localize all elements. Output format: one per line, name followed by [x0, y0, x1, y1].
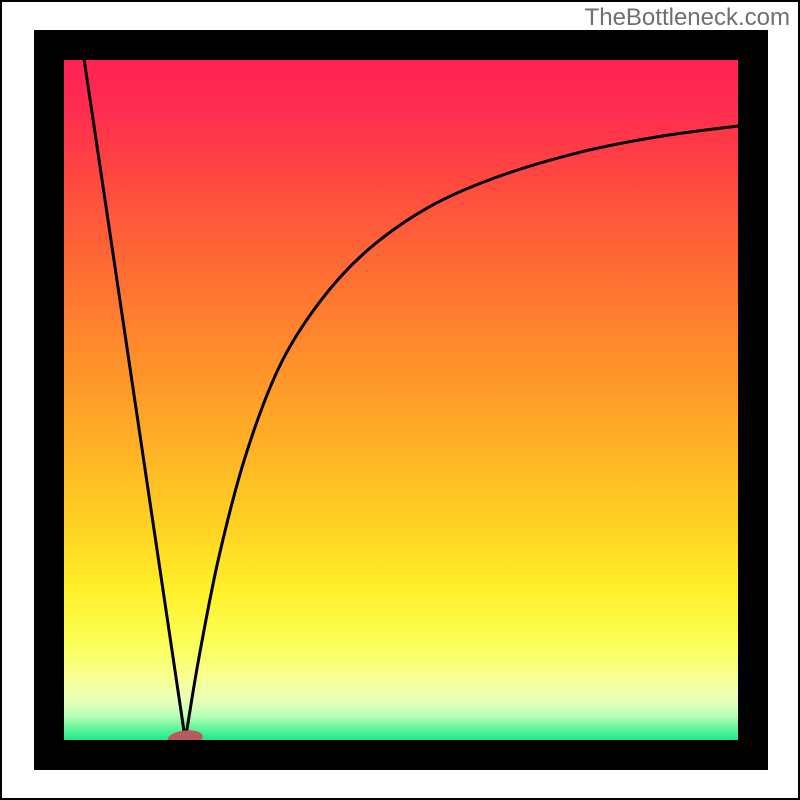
- chart-container: TheBottleneck.com: [0, 0, 800, 800]
- plot-gradient-background: [64, 60, 738, 740]
- bottleneck-chart: [0, 0, 800, 800]
- watermark-text: TheBottleneck.com: [585, 4, 790, 32]
